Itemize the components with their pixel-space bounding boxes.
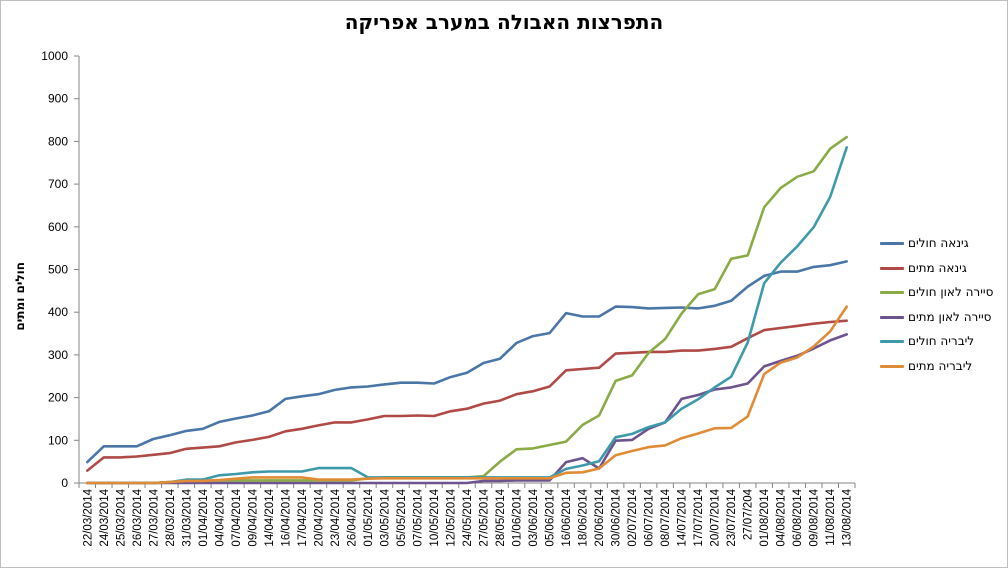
x-tick-label: 27/03/2014 [148,488,160,546]
x-tick-label: 23/07/2014 [726,488,738,546]
x-tick-label: 26/04/2014 [346,488,358,546]
legend-label: גינאה מתים [908,260,967,275]
x-tick-label: 20/06/2014 [594,488,606,546]
x-tick-label: 05/06/2014 [545,488,557,546]
x-tick-label: 09/08/2014 [809,488,821,546]
y-tick-label: 200 [48,391,68,405]
x-tick-label: 07/05/2014 [412,488,424,546]
x-tick-label: 28/05/2014 [495,488,507,546]
legend-label: ליבריה מתים [908,358,973,373]
x-tick-label: 01/04/2014 [198,488,210,546]
series-line-3 [86,135,849,485]
x-tick-label: 23/04/2014 [330,488,342,546]
x-tick-label: 27/05/2014 [479,488,491,546]
legend-swatch [880,340,904,343]
legend-item-5: ליבריה חולים [880,333,1005,358]
y-tick-label: 400 [48,305,68,319]
x-tick-label: 01/06/2014 [512,488,524,546]
y-tick-label: 1000 [41,49,68,63]
legend-swatch [880,291,904,294]
x-tick-label: 20/04/2014 [313,488,325,546]
legend-item-3: סיירה לאון חולים [880,284,1005,309]
x-tick-label: 01/05/2014 [363,488,375,546]
x-tick-label: 24/03/2014 [99,488,111,546]
legend-swatch [880,242,904,245]
y-tick-label: 100 [48,433,68,447]
y-tick-label: 0 [61,476,68,490]
x-axis: 22/03/2014 24/03/2014 25/03/2014 26/03/2014… [78,482,856,547]
legend-label: ליבריה חולים [908,334,975,348]
legend-swatch [880,315,904,319]
legend-label: סיירה לאון מתים [908,309,992,324]
x-tick-label: 08/07/2014 [660,488,672,546]
x-tick-label: 04/08/2014 [776,488,788,546]
x-tick-label: 22/03/2014 [82,488,94,546]
y-axis: 0 100 200 300 400 500 600 700 800 900 1000 [41,49,80,490]
x-tick-label: 30/06/2014 [611,488,623,546]
x-tick-label: 04/04/2014 [214,488,226,546]
x-tick-label: 31/03/2014 [181,488,193,546]
y-tick-label: 600 [48,220,68,234]
legend-label: סיירה לאון חולים [908,285,994,299]
x-tick-label: 25/03/2014 [115,488,127,546]
x-tick-label: 27/07/204 [743,488,755,540]
y-tick-label: 500 [48,263,68,277]
x-tick-label: 07/04/2014 [231,488,243,546]
y-tick-label: 300 [48,348,68,362]
x-tick-label: 03/06/2014 [528,488,540,546]
x-tick-label: 12/05/2014 [445,488,457,546]
series-lines [86,135,849,485]
x-tick-label: 03/05/2014 [379,488,391,546]
x-tick-label: 16/06/2014 [561,488,573,546]
legend-label: גינאה חולים [908,236,969,250]
series-line-4 [86,333,849,485]
legend-item-2: גינאה מתים [880,260,1005,285]
legend-swatch [880,364,904,368]
legend-item-6: ליבריה מתים [880,358,1005,383]
chart-title: התפרצות האבולה במערב אפריקה [344,10,664,34]
series-line-1 [86,260,849,464]
x-tick-label: 20/07/2014 [710,488,722,546]
legend-item-1: גינאה חולים [880,235,1005,260]
x-tick-label: 06/08/2014 [792,488,804,546]
x-tick-label: 28/03/2014 [165,488,177,546]
x-tick-label: 14/07/2014 [677,488,689,546]
y-tick-label: 800 [48,134,68,148]
x-tick-label: 14/04/2014 [264,488,276,546]
x-tick-label: 17/07/2014 [693,488,705,546]
x-tick-label: 18/06/2014 [578,488,590,546]
series-line-5 [86,146,849,485]
x-tick-label: 02/07/2014 [627,488,639,546]
x-tick-label: 24/05/2014 [462,488,474,546]
x-tick-label: 05/05/2014 [396,488,408,546]
y-tick-label: 900 [48,92,68,106]
x-tick-label: 10/05/2014 [429,488,441,546]
x-tick-label: 11/08/2014 [825,488,837,545]
x-tick-label: 09/04/2014 [247,488,259,546]
y-tick-label: 700 [48,177,68,191]
x-tick-label: 26/03/2014 [132,488,144,546]
x-tick-label: 13/08/2014 [842,488,854,546]
x-tick-label: 06/07/2014 [644,488,656,546]
x-tick-label: 01/08/2014 [759,488,771,546]
legend: גינאה חולים גינאה מתים סיירה לאון חולים סיי… [880,235,1005,382]
x-tick-label: 16/04/2014 [280,488,292,546]
legend-item-4: סיירה לאון מתים [880,309,1005,334]
series-line-6 [86,305,849,485]
x-tick-label: 17/04/2014 [297,488,309,546]
series-line-2 [86,319,849,472]
legend-swatch [880,266,904,270]
